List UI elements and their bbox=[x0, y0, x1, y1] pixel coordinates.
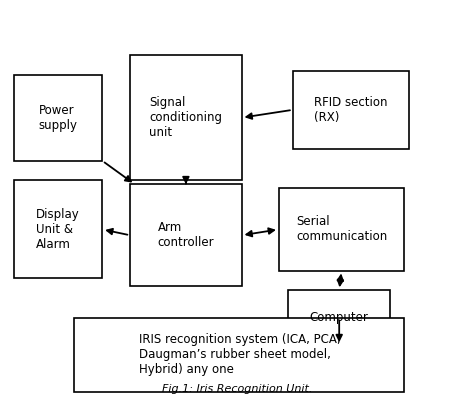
Bar bbox=[130, 184, 242, 286]
Text: IRIS recognition system (ICA, PCA,
Daugman’s rubber sheet model,
Hybrid) any one: IRIS recognition system (ICA, PCA, Daugm… bbox=[138, 333, 340, 376]
Bar bbox=[279, 188, 404, 270]
Text: Arm
controller: Arm controller bbox=[157, 221, 214, 249]
Text: Serial
communication: Serial communication bbox=[296, 215, 387, 243]
Bar bbox=[14, 74, 102, 161]
Text: RFID section
(RX): RFID section (RX) bbox=[314, 96, 388, 124]
Text: Display
Unit &
Alarm: Display Unit & Alarm bbox=[36, 208, 80, 251]
Bar bbox=[130, 55, 242, 180]
Bar bbox=[293, 71, 409, 149]
Bar bbox=[288, 290, 390, 345]
Text: Signal
conditioning
unit: Signal conditioning unit bbox=[149, 96, 222, 139]
Text: Computer: Computer bbox=[310, 311, 369, 324]
Bar bbox=[74, 318, 404, 392]
Text: Fig.1: Iris Recognition Unit.: Fig.1: Iris Recognition Unit. bbox=[162, 384, 312, 394]
Text: Power
supply: Power supply bbox=[39, 104, 78, 132]
Bar bbox=[14, 180, 102, 278]
